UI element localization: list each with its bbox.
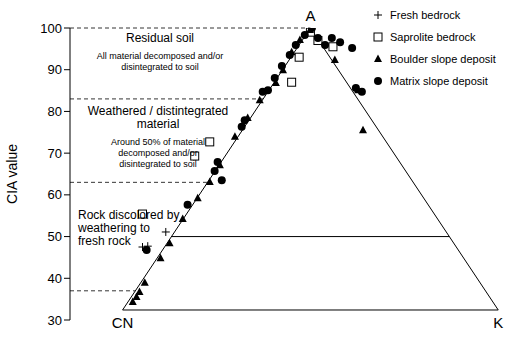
svg-text:material: material xyxy=(137,117,180,131)
svg-text:90: 90 xyxy=(48,62,62,77)
svg-text:fresh rock: fresh rock xyxy=(78,234,132,248)
svg-text:Fresh bedrock: Fresh bedrock xyxy=(390,9,461,21)
svg-text:50: 50 xyxy=(48,229,62,244)
svg-text:40: 40 xyxy=(48,271,62,286)
svg-text:Matrix slope deposit: Matrix slope deposit xyxy=(390,75,488,87)
svg-text:80: 80 xyxy=(48,104,62,119)
svg-text:100: 100 xyxy=(40,21,62,36)
svg-text:Around 50% of material: Around 50% of material xyxy=(111,137,205,147)
svg-text:K: K xyxy=(493,314,501,331)
svg-text:Weathered / distintegrated: Weathered / distintegrated xyxy=(88,104,229,118)
svg-text:All material decomposed and/or: All material decomposed and/or xyxy=(97,51,224,61)
svg-text:Boulder slope deposit: Boulder slope deposit xyxy=(390,53,496,65)
svg-text:60: 60 xyxy=(48,187,62,202)
svg-text:weathering to: weathering to xyxy=(77,221,150,235)
svg-text:70: 70 xyxy=(48,146,62,161)
svg-text:A: A xyxy=(305,7,315,24)
svg-text:30: 30 xyxy=(48,313,62,328)
svg-text:Residual soil: Residual soil xyxy=(126,31,194,45)
svg-text:disintegrated to soil: disintegrated to soil xyxy=(119,159,197,169)
svg-text:disintegrated to soil: disintegrated to soil xyxy=(121,62,199,72)
svg-text:CIA value: CIA value xyxy=(8,144,20,204)
svg-text:Rock discolored by: Rock discolored by xyxy=(78,208,179,222)
svg-text:decomposed and/or: decomposed and/or xyxy=(118,148,198,158)
svg-text:Saprolite bedrock: Saprolite bedrock xyxy=(390,31,476,43)
svg-text:CN: CN xyxy=(112,314,134,331)
